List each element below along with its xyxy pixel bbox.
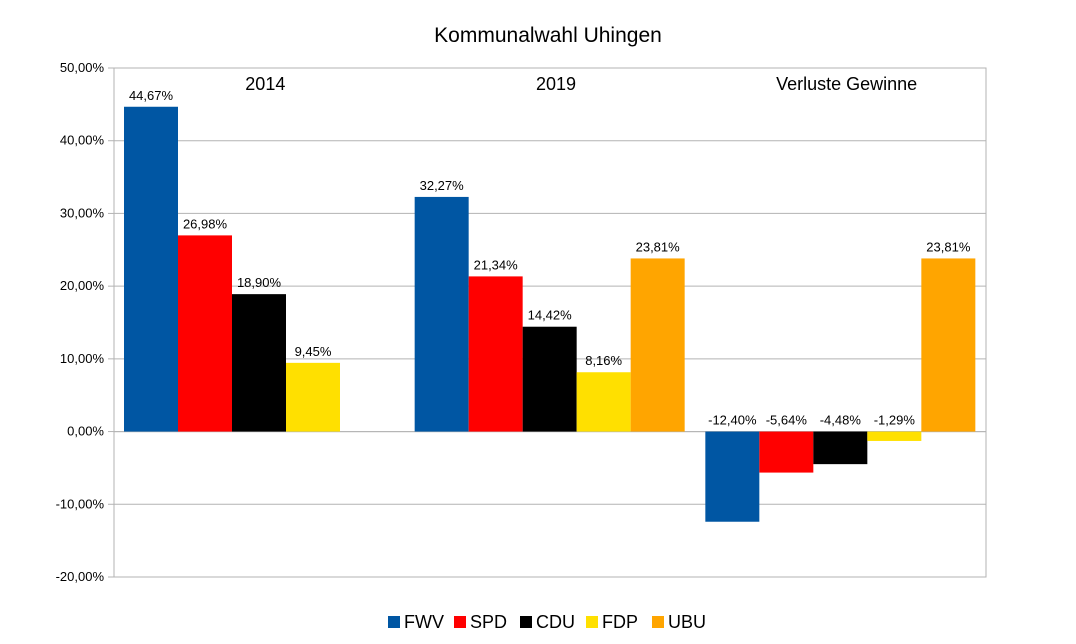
category-label: 2014 [245,74,285,94]
y-axis: 50,00% 40,00% 30,00% 20,00% 10,00% 0,00% -10,0… [56,60,114,584]
category-labels: 2014 2019 Verluste Gewinne [245,74,917,94]
bar-spd-2 [759,431,814,473]
bar-spd-0 [178,235,232,432]
data-label: 44,67% [129,88,174,103]
data-label: 23,81% [636,239,681,254]
bar-cdu-1 [522,326,577,432]
bar-fdp-1 [576,372,631,432]
legend-swatch-spd [454,616,466,628]
bar-cdu-2 [813,431,868,465]
data-label: 21,34% [474,257,519,272]
y-tick-label: -10,00% [56,496,105,511]
data-label: 14,42% [528,308,573,323]
bars-layer [124,106,976,522]
bar-fwv-1 [414,196,469,432]
bar-spd-1 [468,276,523,432]
bar-fwv-2 [705,431,760,522]
y-tick-label: 50,00% [60,60,105,75]
bar-ubu-2 [921,258,976,432]
y-tick-label: 30,00% [60,205,105,220]
y-tick-label: 10,00% [60,351,105,366]
bar-fwv-0 [124,106,178,432]
data-label: 26,98% [183,216,228,231]
legend-label-ubu: UBU [668,612,706,632]
data-labels: 44,67% 26,98% 18,90% 9,45% 32,27% 21,34% 14,42… [129,88,971,428]
y-tick-label: 0,00% [67,424,104,439]
legend: FWV SPD CDU FDP UBU [388,612,706,632]
data-label: -12,40% [708,413,757,428]
plot-border [113,67,987,578]
y-tick-label: 40,00% [60,133,105,148]
bar-cdu-0 [232,294,286,432]
bar-fdp-2 [867,431,922,441]
legend-swatch-cdu [520,616,532,628]
data-label: 23,81% [926,239,971,254]
bar-ubu-1 [630,258,685,432]
legend-label-fwv: FWV [404,612,444,632]
legend-swatch-fdp [586,616,598,628]
y-tick-label: -20,00% [56,569,105,584]
y-tick-label: 20,00% [60,278,105,293]
data-label: 9,45% [295,344,332,359]
data-label: -5,64% [766,413,808,428]
data-label: -1,29% [874,413,916,428]
data-label: 18,90% [237,275,282,290]
legend-label-fdp: FDP [602,612,638,632]
legend-swatch-fwv [388,616,400,628]
data-label: 32,27% [420,178,465,193]
legend-label-cdu: CDU [536,612,575,632]
category-label: 2019 [536,74,576,94]
category-label: Verluste Gewinne [776,74,917,94]
legend-label-spd: SPD [470,612,507,632]
chart-title: Kommunalwahl Uhingen [434,24,662,47]
legend-swatch-ubu [652,616,664,628]
data-label: -4,48% [820,413,862,428]
data-label: 8,16% [585,353,622,368]
bar-fdp-0 [286,362,340,432]
